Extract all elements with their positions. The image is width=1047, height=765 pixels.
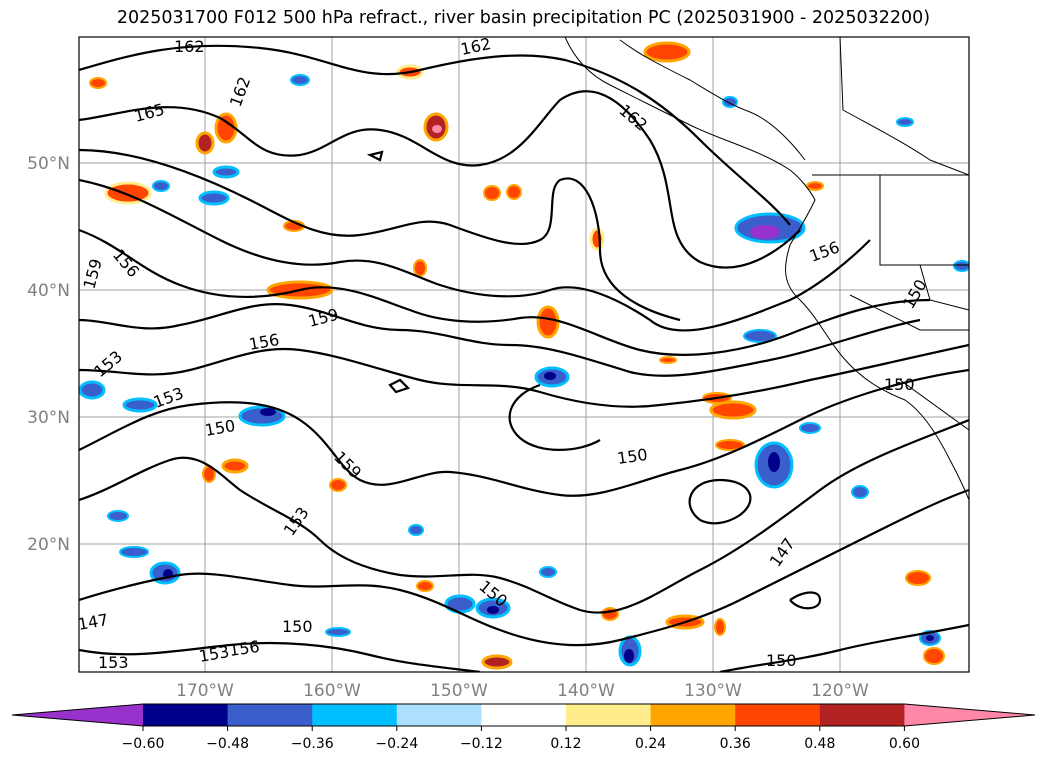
colorbar-tick-label: 0.48 — [804, 736, 835, 752]
map-frame — [78, 36, 970, 673]
colorbar-tick-label: 0.12 — [550, 736, 581, 752]
colorbar-tick-label: −0.48 — [206, 736, 249, 752]
lon-label-140w: 140°W — [557, 681, 615, 701]
colorbar-tick-label: 0.24 — [635, 736, 666, 752]
contour-label: 162 — [174, 37, 205, 56]
refractivity-contours — [79, 44, 969, 672]
lat-label-40n: 40°N — [27, 281, 70, 301]
lon-label-160w: 160°W — [303, 681, 361, 701]
colorbar-segment — [312, 704, 398, 726]
colorbar-tick-label: −0.12 — [460, 736, 503, 752]
contour-label: 150 — [766, 651, 797, 670]
map-panel — [79, 37, 969, 672]
colorbar-tick-label: −0.36 — [291, 736, 334, 752]
colorbar-tick-label: 0.60 — [889, 736, 920, 752]
graticule — [79, 37, 969, 672]
colorbar-segment — [481, 704, 567, 726]
contour-label: 150 — [282, 617, 313, 636]
colorbar-segment — [143, 704, 229, 726]
contour-label: 150 — [616, 445, 649, 468]
negative-anomaly-blobs — [79, 74, 969, 667]
contour-label: 153 — [98, 653, 129, 672]
colorbar-segment — [566, 704, 652, 726]
colorbar-segment — [650, 704, 736, 726]
longitude-labels: 170°W 160°W 150°W 140°W 130°W 120°W — [176, 681, 869, 701]
precip-shading — [79, 41, 969, 670]
lon-label-120w: 120°W — [811, 681, 869, 701]
contour-label: 156 — [228, 637, 261, 660]
colorbar-segment — [735, 704, 821, 726]
colorbar-extend-low — [12, 704, 143, 726]
lon-label-130w: 130°W — [684, 681, 742, 701]
lat-label-50n: 50°N — [27, 154, 70, 174]
colorbar-tick-label: −0.60 — [122, 736, 165, 752]
lon-label-170w: 170°W — [176, 681, 234, 701]
latitude-labels: 50°N 40°N 30°N 20°N — [27, 154, 70, 555]
colorbar-segment — [819, 704, 905, 726]
colorbar: −0.60 −0.48 −0.36 −0.24 −0.12 0.12 0.24 0.36 0.4… — [11, 703, 1036, 752]
colorbar-segment — [227, 704, 313, 726]
lat-label-20n: 20°N — [27, 535, 70, 555]
lon-label-150w: 150°W — [430, 681, 488, 701]
colorbar-tick-label: −0.24 — [375, 736, 418, 752]
map-title: 2025031700 F012 500 hPa refract., river … — [116, 8, 931, 28]
colorbar-segment — [396, 704, 482, 726]
positive-anomaly-blobs — [89, 41, 945, 670]
contour-label: 150 — [884, 375, 915, 394]
colorbar-extend-high — [904, 704, 1035, 726]
lat-label-30n: 30°N — [27, 408, 70, 428]
colorbar-tick-label: 0.36 — [720, 736, 751, 752]
